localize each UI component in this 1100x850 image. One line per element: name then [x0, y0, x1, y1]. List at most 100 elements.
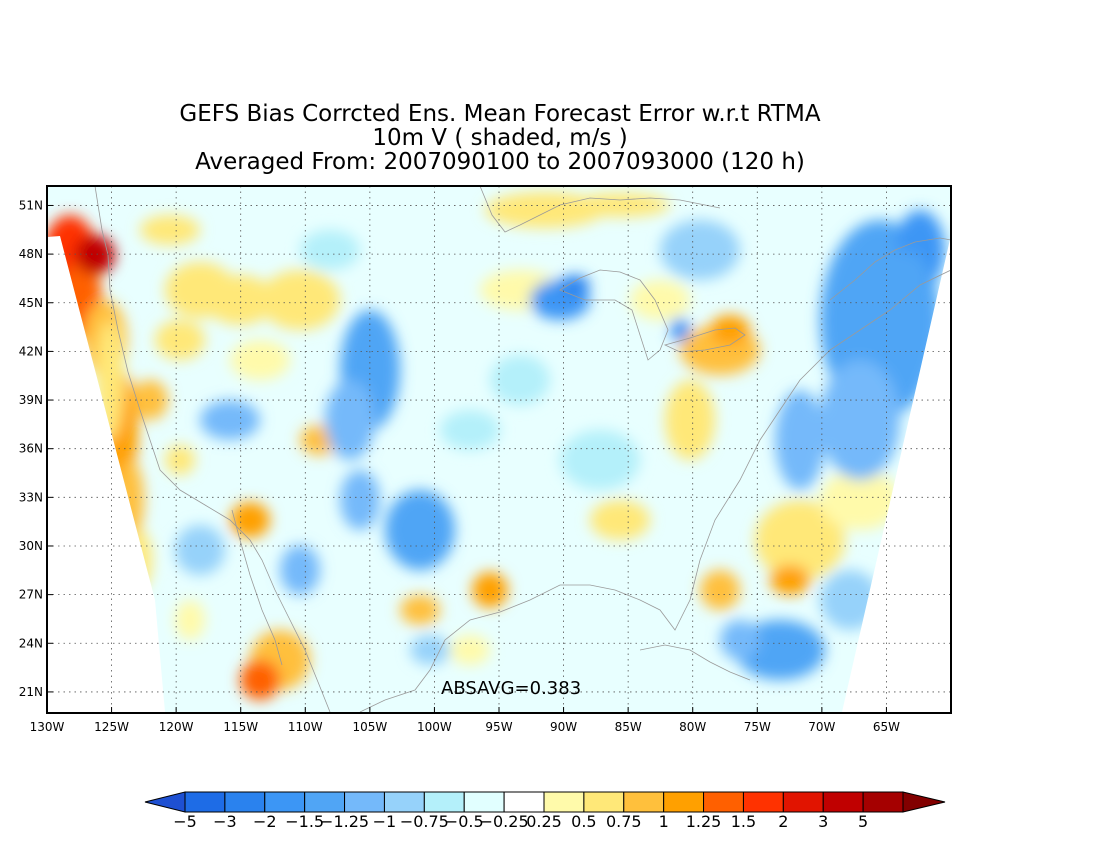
lake-erie-line — [663, 327, 746, 353]
colorbar-label: 3 — [818, 812, 828, 831]
anomaly-blob — [472, 572, 508, 608]
colorbar-label: −2 — [253, 812, 277, 831]
colorbar-label: 0.75 — [606, 812, 642, 831]
lon-tick-label: 130W — [30, 720, 65, 734]
anomaly-blob — [230, 502, 270, 538]
anomaly-blob — [670, 318, 690, 342]
lon-tick-label: 110W — [288, 720, 323, 734]
anomaly-blob — [570, 193, 670, 217]
colorbar-swatch — [184, 791, 226, 813]
lat-tick-label: 30N — [19, 539, 43, 553]
lat-tick-label: 45N — [19, 296, 43, 310]
coastlines — [94, 186, 951, 713]
colorbar-label: −1.25 — [320, 812, 369, 831]
lat-tick-label: 24N — [19, 636, 43, 650]
lat-tick-label: 33N — [19, 490, 43, 504]
anomaly-blob — [820, 570, 880, 630]
title-block: GEFS Bias Corrcted Ens. Mean Forecast Er… — [0, 102, 1000, 174]
colorbar-swatch — [423, 791, 465, 813]
anomaly-blob — [665, 380, 715, 460]
anomaly-blob — [400, 595, 440, 625]
colorbar-label: −0.75 — [400, 812, 449, 831]
anomaly-blob — [230, 340, 290, 380]
colorbar-swatch — [383, 791, 425, 813]
colorbar-swatch — [862, 791, 904, 813]
anomaly-blob — [660, 220, 740, 280]
colorbar-swatch — [583, 791, 625, 813]
colorbar-swatch — [623, 791, 665, 813]
anomaly-blob — [755, 500, 845, 580]
anomaly-blob — [820, 360, 900, 480]
anomaly-blob — [200, 400, 260, 440]
colorbar-label: −1.5 — [285, 812, 324, 831]
west-coast-line — [94, 186, 331, 713]
lat-tick-label: 21N — [19, 685, 43, 699]
colorbar-swatch — [782, 791, 824, 813]
colorbar-label: −3 — [213, 812, 237, 831]
anomaly-blob — [710, 315, 750, 345]
shaded-field — [47, 186, 951, 712]
lat-tick-label: 51N — [19, 198, 43, 212]
anomaly-blob — [325, 380, 375, 460]
anomaly-blob — [870, 250, 930, 310]
colorbar-swatch — [463, 791, 505, 813]
gulf-coast-line — [359, 269, 951, 713]
anomaly-blob — [300, 230, 360, 270]
colorbar-label: 0.5 — [571, 812, 596, 831]
title-line-2: 10m V ( shaded, m/s ) — [372, 125, 628, 151]
anomaly-blob — [280, 545, 320, 595]
anomaly-blob — [720, 620, 760, 660]
anomaly-blob — [240, 660, 280, 700]
colorbar-swatch — [703, 791, 744, 813]
colorbar-swatch — [304, 791, 346, 813]
lat-tick-label: 42N — [19, 344, 43, 358]
lon-tick-label: 120W — [159, 720, 194, 734]
colorbar-swatch — [822, 791, 864, 813]
colorbar: −5 −3 −2 −1.5−1.25 −1 −0.75−0.5−0.250.25 0.5 0.… — [144, 791, 946, 831]
lon-tick-label: 90W — [550, 720, 577, 734]
colorbar-label: −5 — [173, 812, 197, 831]
anomaly-blob — [630, 280, 690, 320]
lon-tick-label: 85W — [615, 720, 642, 734]
anomaly-blob — [155, 320, 205, 360]
great-lakes-line — [559, 269, 669, 361]
anomaly-blob — [820, 470, 900, 530]
colorbar-label: 2 — [778, 812, 788, 831]
colorbar-label: −0.25 — [480, 812, 529, 831]
anomaly-blob — [775, 390, 825, 490]
anomaly-blob — [700, 570, 740, 610]
anomaly-blob — [116, 460, 144, 540]
anomaly-blob — [140, 215, 200, 245]
lon-tick-label: 65W — [873, 720, 900, 734]
colorbar-label: 5 — [858, 812, 868, 831]
lon-tick-label: 105W — [352, 720, 387, 734]
anomaly-blob — [770, 565, 810, 595]
colorbar-arrow-high — [902, 791, 946, 813]
anomaly-blob — [175, 525, 225, 575]
colorbar-label: 0.25 — [526, 812, 562, 831]
colorbar-label: 1.5 — [731, 812, 756, 831]
lat-tick-label: 39N — [19, 393, 43, 407]
anomaly-blob — [260, 270, 340, 330]
anomaly-blob — [490, 355, 550, 405]
colorbar-label: 1.25 — [686, 812, 722, 831]
colorbar-swatch — [344, 791, 385, 813]
lon-tick-label: 70W — [808, 720, 835, 734]
anomaly-blob — [205, 275, 275, 325]
lon-tick-label: 80W — [679, 720, 706, 734]
lon-tick-label: 95W — [485, 720, 512, 734]
canada-coast-line — [479, 186, 721, 233]
lat-tick-label: 27N — [19, 588, 43, 602]
anomaly-blob — [410, 635, 450, 665]
cuba-line — [639, 644, 751, 681]
anomaly-blob — [128, 530, 152, 590]
anomaly-blob — [440, 410, 500, 450]
latitude-axis: 51N 48N 45N 42N 39N 36N 33N 30N 27N 24N 21N — [19, 198, 53, 699]
colorbar-swatch — [224, 791, 266, 813]
anomaly-blob — [560, 430, 640, 490]
baja-line — [231, 509, 283, 666]
anomaly-blob — [92, 580, 128, 620]
anomaly-blob — [75, 235, 115, 275]
anomaly-blob — [385, 490, 455, 570]
